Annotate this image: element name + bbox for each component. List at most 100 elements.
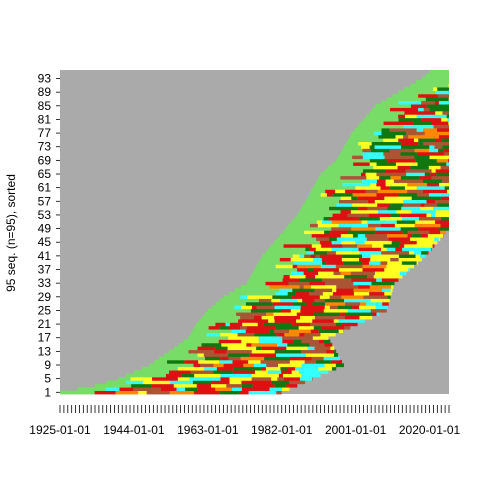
- state-segment: [352, 131, 374, 135]
- state-segment: [352, 305, 359, 309]
- sequence-row: [321, 172, 449, 176]
- state-segment: [447, 114, 449, 118]
- state-segment: [174, 384, 197, 388]
- state-segment: [333, 193, 353, 197]
- state-segment: [238, 319, 268, 323]
- x-tick-label: 1925-01-01: [29, 423, 91, 437]
- state-segment: [251, 309, 281, 313]
- state-segment: [338, 155, 352, 159]
- state-segment: [317, 220, 322, 224]
- state-segment: [291, 309, 301, 313]
- state-segment: [369, 261, 380, 265]
- state-segment: [199, 319, 238, 323]
- state-segment: [348, 213, 369, 217]
- state-segment: [247, 295, 272, 299]
- state-segment: [270, 387, 282, 391]
- state-segment: [336, 251, 360, 255]
- state-segment: [433, 87, 437, 91]
- state-segment: [179, 343, 202, 347]
- state-segment: [278, 363, 302, 367]
- state-segment: [219, 360, 232, 364]
- state-segment: [314, 326, 322, 330]
- state-segment: [321, 264, 336, 268]
- state-segment: [332, 367, 336, 371]
- state-segment: [226, 384, 242, 388]
- state-segment: [134, 370, 169, 374]
- state-segment: [336, 264, 363, 268]
- state-segment: [375, 104, 411, 108]
- state-segment: [423, 189, 447, 193]
- state-segment: [311, 285, 336, 289]
- sequence-row: [194, 326, 350, 330]
- state-segment: [315, 316, 345, 320]
- state-segment: [427, 213, 432, 217]
- state-segment: [325, 169, 364, 173]
- state-segment: [318, 223, 339, 227]
- y-tick-label: 25: [38, 303, 52, 317]
- y-tick-label: 89: [38, 85, 52, 99]
- state-segment: [401, 227, 419, 231]
- state-segment: [439, 101, 449, 105]
- sequence-row: [212, 305, 388, 309]
- state-segment: [142, 367, 178, 371]
- y-tick-label: 13: [38, 344, 52, 358]
- state-segment: [229, 292, 276, 296]
- state-segment: [272, 295, 291, 299]
- state-segment: [332, 220, 362, 224]
- state-segment: [227, 350, 252, 354]
- state-segment: [318, 367, 332, 371]
- state-segment: [366, 176, 379, 180]
- state-segment: [211, 384, 226, 388]
- state-segment: [312, 302, 325, 306]
- state-segment: [221, 374, 252, 378]
- state-segment: [346, 142, 358, 146]
- state-segment: [365, 241, 392, 245]
- state-segment: [418, 162, 447, 166]
- y-tick-label: 41: [38, 249, 52, 263]
- state-segment: [353, 234, 358, 238]
- state-segment: [426, 73, 449, 77]
- state-segment: [308, 346, 315, 350]
- state-segment: [170, 391, 194, 395]
- state-segment: [254, 333, 276, 337]
- state-segment: [390, 108, 418, 112]
- state-segment: [389, 203, 403, 207]
- sequence-row: [255, 268, 411, 272]
- state-segment: [432, 121, 448, 125]
- state-segment: [403, 135, 408, 139]
- state-segment: [291, 271, 304, 275]
- state-segment: [159, 356, 205, 360]
- state-segment: [189, 377, 220, 381]
- state-segment: [205, 312, 236, 316]
- state-segment: [290, 275, 306, 279]
- state-segment: [304, 285, 311, 289]
- state-segment: [400, 271, 406, 275]
- state-segment: [78, 387, 106, 391]
- state-segment: [230, 322, 242, 326]
- state-segment: [311, 189, 325, 193]
- state-segment: [435, 111, 442, 115]
- state-segment: [252, 374, 279, 378]
- state-segment: [385, 169, 406, 173]
- state-segment: [219, 299, 258, 303]
- sequence-row: [107, 380, 305, 384]
- state-segment: [444, 148, 449, 152]
- state-segment: [377, 162, 396, 166]
- state-segment: [331, 227, 351, 231]
- state-segment: [418, 227, 439, 231]
- sequence-row: [291, 220, 449, 224]
- state-segment: [319, 339, 323, 343]
- state-segment: [202, 316, 240, 320]
- y-tick-label: 37: [38, 263, 52, 277]
- x-tick-label: 1963-01-01: [177, 423, 239, 437]
- state-segment: [305, 200, 339, 204]
- state-segment: [177, 387, 186, 391]
- state-segment: [332, 241, 342, 245]
- state-segment: [344, 299, 371, 303]
- state-segment: [284, 333, 299, 337]
- state-segment: [391, 213, 400, 217]
- sequence-row: [154, 360, 342, 364]
- state-segment: [304, 271, 318, 275]
- state-segment: [351, 196, 357, 200]
- sequence-row: [262, 254, 425, 258]
